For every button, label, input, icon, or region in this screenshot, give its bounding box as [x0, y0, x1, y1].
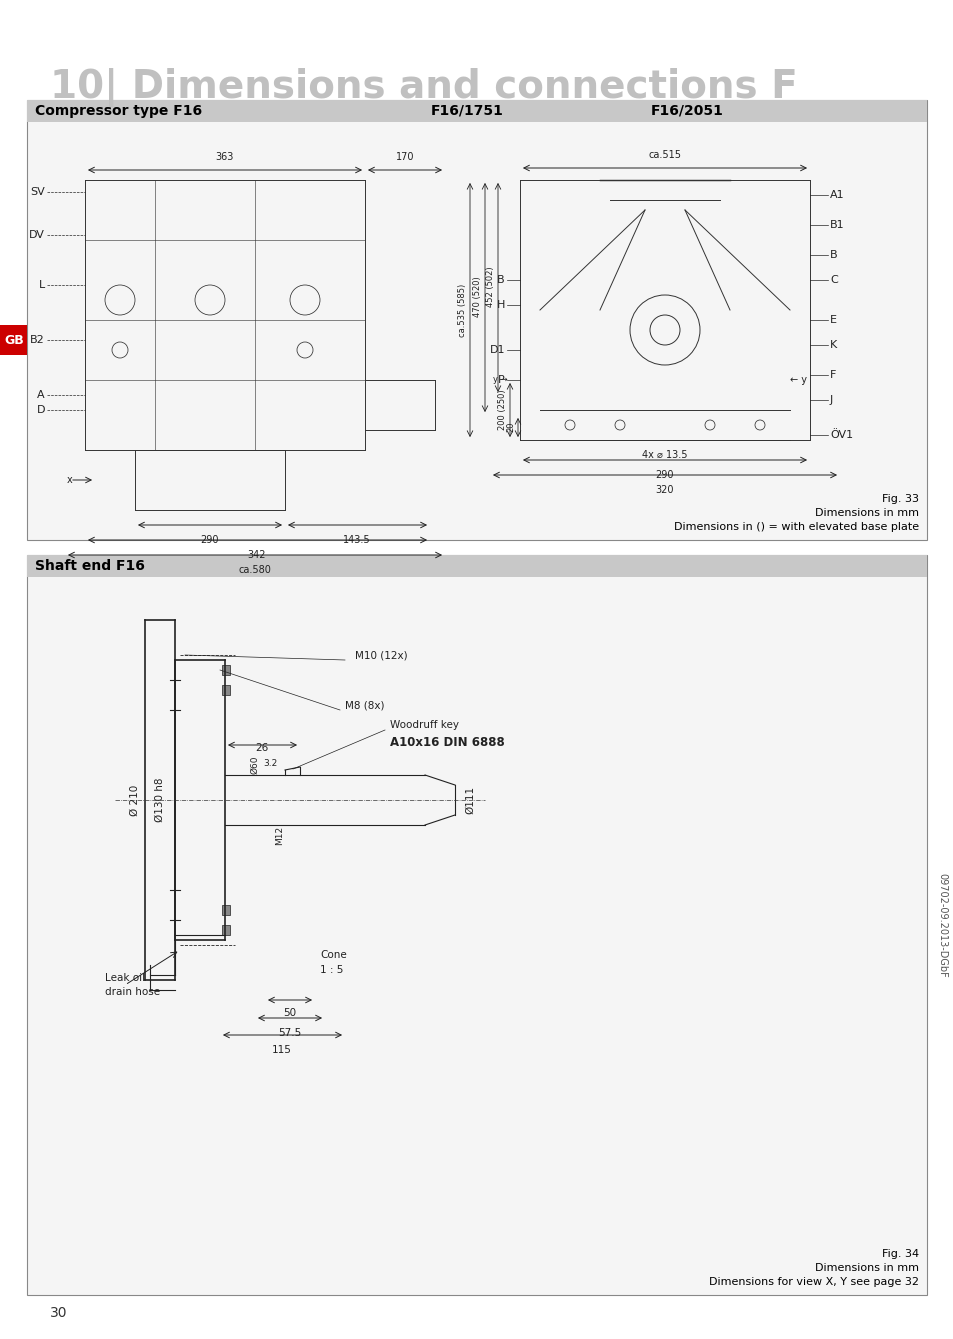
Text: 470 (520): 470 (520) — [473, 277, 481, 317]
Text: 20: 20 — [505, 422, 515, 432]
Text: A10x16 DIN 6888: A10x16 DIN 6888 — [390, 736, 504, 750]
Text: F: F — [829, 370, 836, 380]
FancyBboxPatch shape — [0, 325, 27, 355]
Bar — [222, 905, 230, 915]
Text: ÖV1: ÖV1 — [829, 430, 852, 441]
Text: Compressor type F16: Compressor type F16 — [35, 104, 202, 118]
Text: C: C — [829, 274, 837, 285]
Text: Ø 210: Ø 210 — [130, 785, 140, 815]
Text: A: A — [37, 390, 45, 400]
Text: E: E — [829, 315, 836, 325]
Text: B2: B2 — [30, 335, 45, 345]
Text: Ø60: Ø60 — [251, 755, 259, 774]
Text: GB: GB — [4, 333, 24, 347]
Text: 09702-09.2013-DGbF: 09702-09.2013-DGbF — [936, 873, 946, 977]
Text: K: K — [829, 340, 837, 349]
Text: 200 (250): 200 (250) — [497, 390, 506, 430]
FancyBboxPatch shape — [27, 554, 926, 1295]
Text: x: x — [67, 475, 72, 485]
Text: ca.580: ca.580 — [238, 565, 272, 574]
FancyBboxPatch shape — [27, 100, 926, 540]
Text: 320: 320 — [655, 485, 674, 495]
FancyBboxPatch shape — [27, 554, 926, 577]
Text: D: D — [36, 404, 45, 415]
Text: 115: 115 — [272, 1044, 292, 1055]
Text: 57.5: 57.5 — [278, 1028, 301, 1038]
Text: D1: D1 — [489, 345, 504, 355]
Text: 452 (502): 452 (502) — [485, 266, 495, 308]
Text: M8 (8x): M8 (8x) — [345, 700, 384, 710]
Text: Fig. 33
Dimensions in mm
Dimensions in () = with elevated base plate: Fig. 33 Dimensions in mm Dimensions in (… — [673, 494, 918, 532]
Text: SV: SV — [30, 187, 45, 197]
Text: 4x ⌀ 13.5: 4x ⌀ 13.5 — [641, 450, 687, 461]
Text: 10| Dimensions and connections F: 10| Dimensions and connections F — [50, 68, 797, 107]
Text: Ø111: Ø111 — [464, 786, 475, 814]
Text: B1: B1 — [829, 220, 843, 230]
Text: 290: 290 — [200, 536, 219, 545]
Text: B: B — [497, 274, 504, 285]
Text: 30: 30 — [50, 1306, 68, 1320]
Text: ca.515: ca.515 — [648, 150, 680, 159]
Text: P: P — [497, 375, 504, 386]
Text: L: L — [39, 280, 45, 291]
Text: 26: 26 — [255, 743, 269, 753]
FancyBboxPatch shape — [27, 100, 926, 122]
Text: M12: M12 — [275, 825, 284, 845]
Text: M10 (12x): M10 (12x) — [355, 649, 407, 660]
Text: 1 : 5: 1 : 5 — [319, 965, 343, 975]
Text: ca.535 (585): ca.535 (585) — [457, 284, 467, 336]
Text: Woodruff key: Woodruff key — [390, 720, 458, 730]
Text: 170: 170 — [395, 153, 414, 162]
Text: 50: 50 — [283, 1008, 296, 1018]
Text: 3.2: 3.2 — [263, 758, 276, 767]
Bar — [222, 686, 230, 695]
Text: 143.5: 143.5 — [343, 536, 371, 545]
Text: Fig. 34
Dimensions in mm
Dimensions for view X, Y see page 32: Fig. 34 Dimensions in mm Dimensions for … — [708, 1249, 918, 1287]
Text: ← y: ← y — [789, 375, 806, 386]
Text: Leak oil
drain hose: Leak oil drain hose — [105, 973, 160, 998]
Text: Cone: Cone — [319, 949, 346, 960]
Text: H: H — [497, 300, 504, 311]
Bar — [222, 925, 230, 935]
Text: 363: 363 — [215, 153, 233, 162]
Text: F16/2051: F16/2051 — [650, 104, 722, 118]
Text: 290: 290 — [655, 470, 674, 479]
Text: 342: 342 — [248, 550, 266, 560]
Text: F16/1751: F16/1751 — [430, 104, 503, 118]
Text: B: B — [829, 250, 837, 260]
Text: Shaft end F16: Shaft end F16 — [35, 558, 145, 573]
Text: y →: y → — [493, 375, 507, 384]
Text: Ø130 h8: Ø130 h8 — [154, 778, 165, 822]
Text: J: J — [829, 395, 832, 404]
Bar — [222, 665, 230, 675]
Text: DV: DV — [30, 230, 45, 240]
Text: A1: A1 — [829, 190, 843, 200]
